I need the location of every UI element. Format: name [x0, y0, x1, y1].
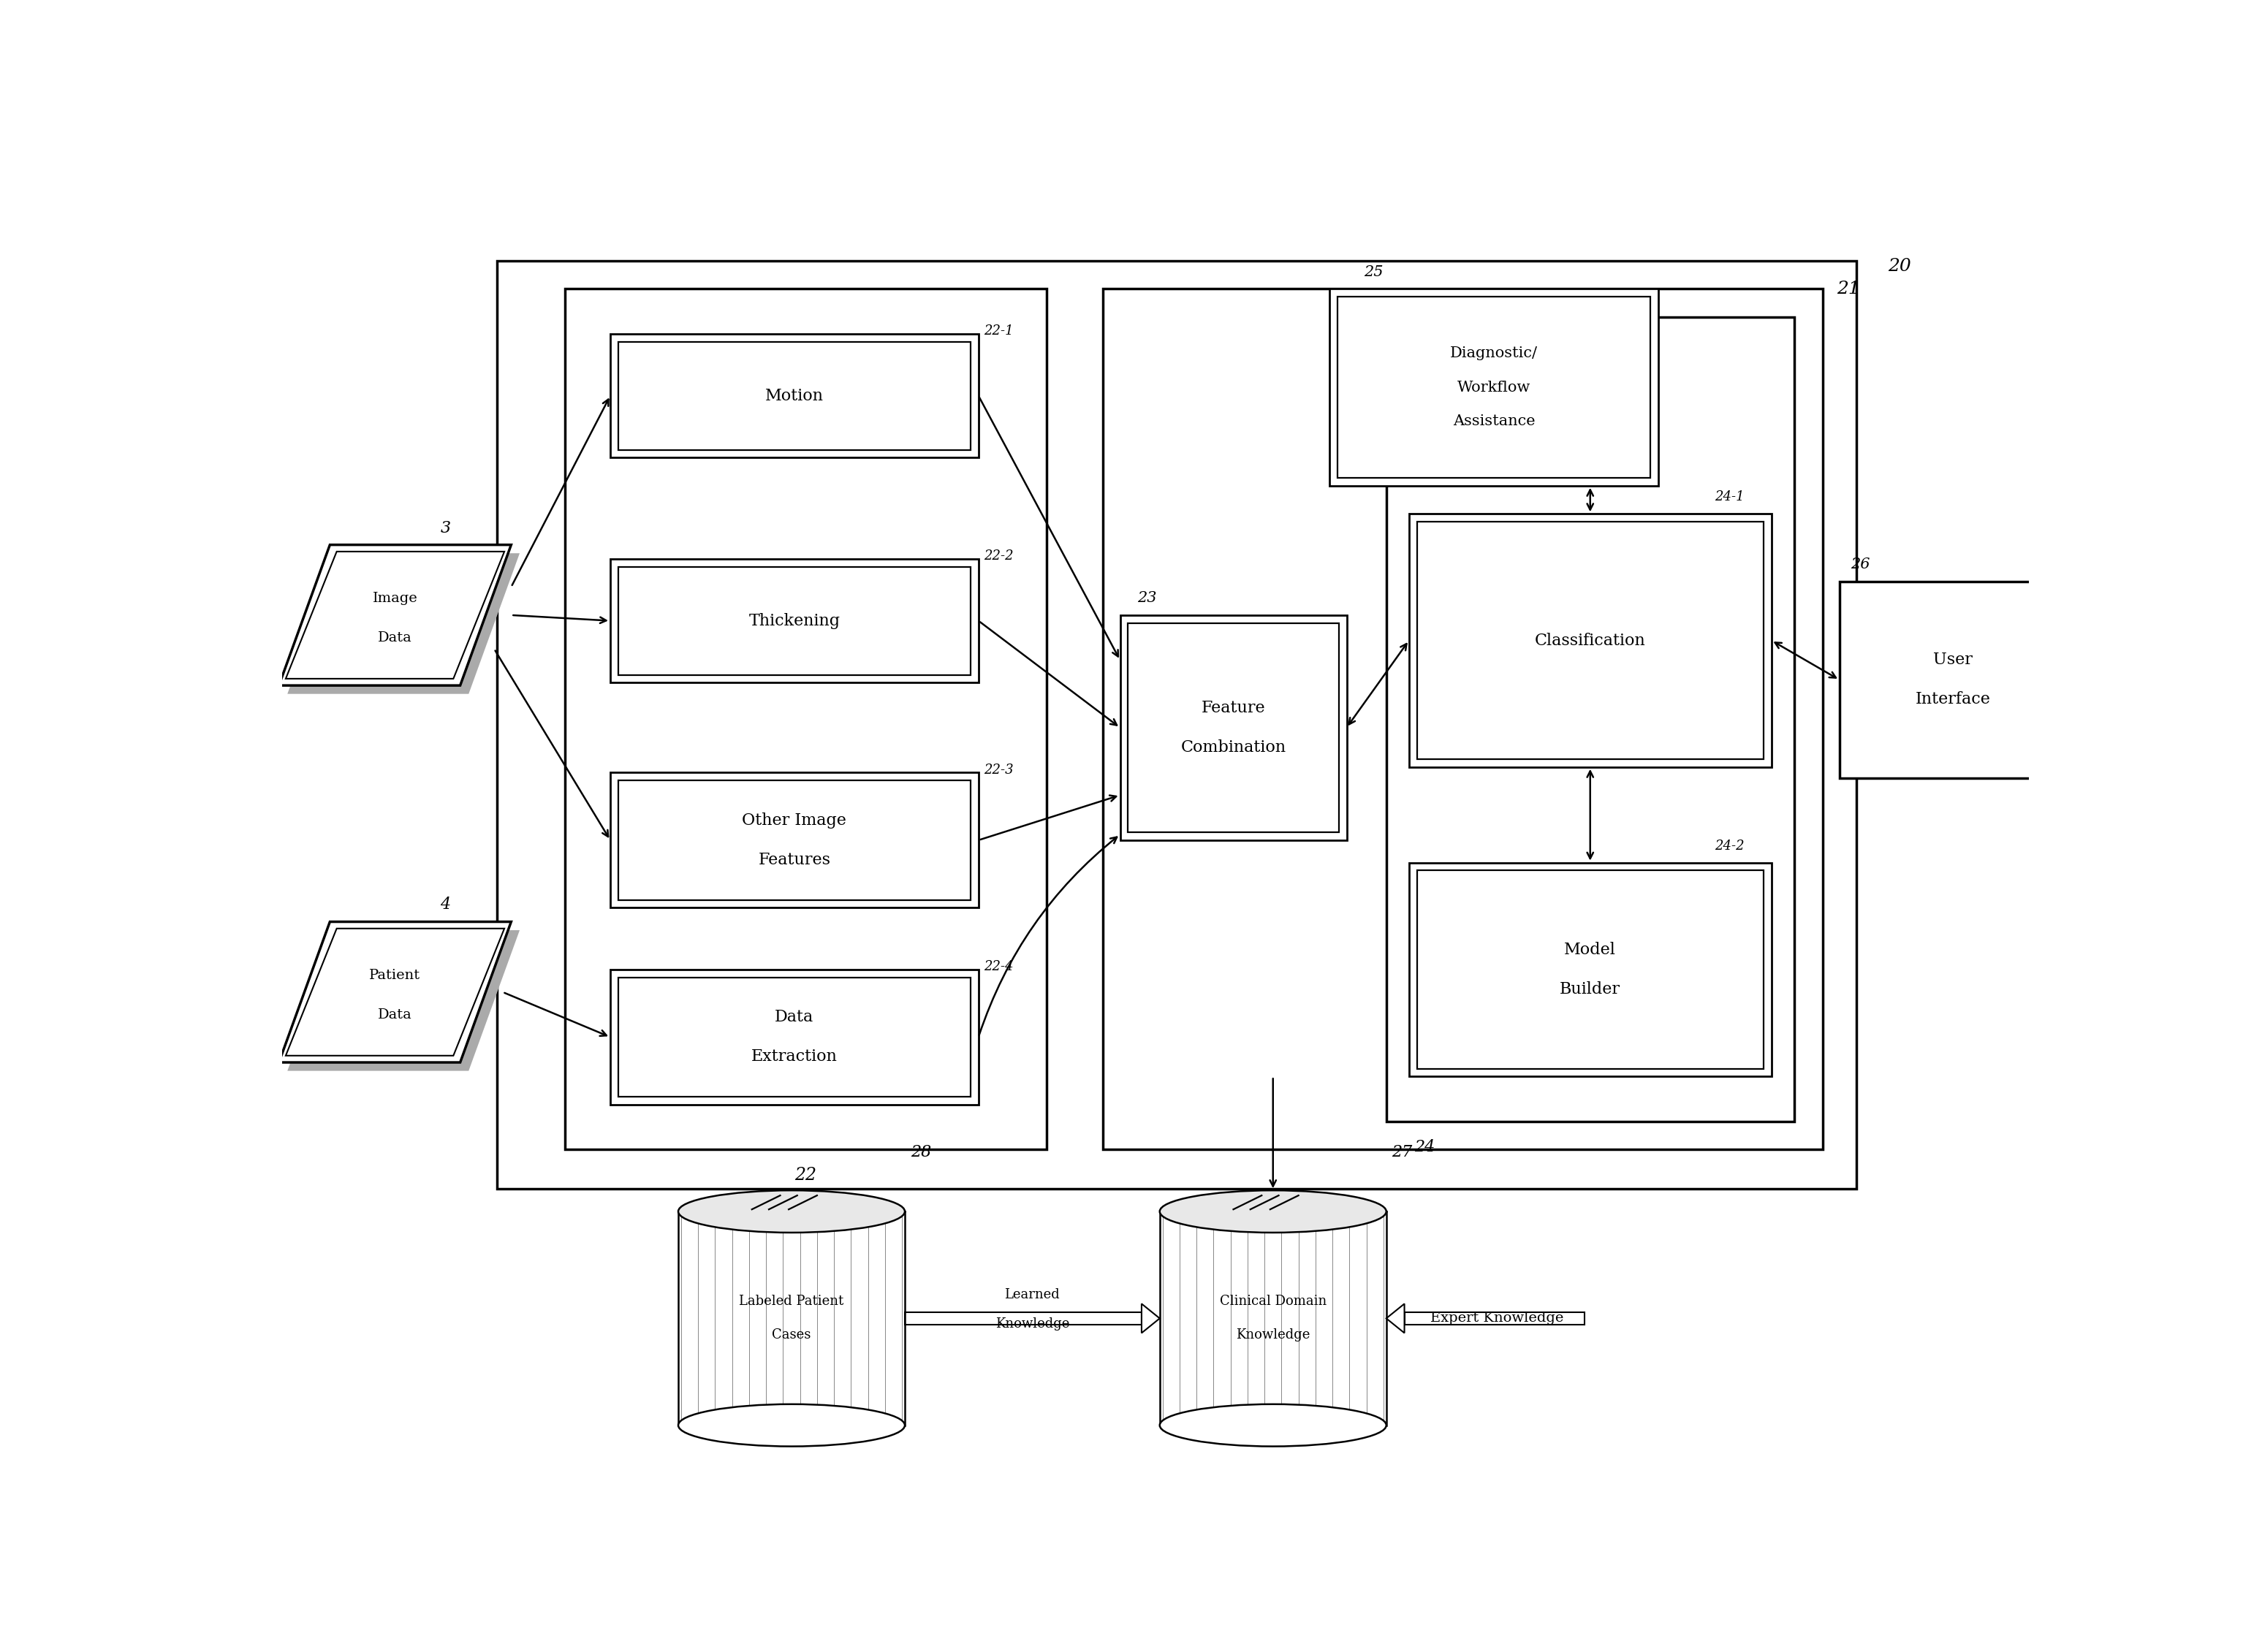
Text: 25: 25 [1364, 264, 1384, 279]
Text: Learned: Learned [1005, 1289, 1059, 1302]
Text: Knowledge: Knowledge [996, 1317, 1068, 1330]
Text: 22: 22 [796, 1166, 816, 1183]
Text: 4: 4 [440, 897, 451, 914]
Text: 24: 24 [1416, 1138, 1436, 1155]
Text: Model: Model [1564, 942, 1616, 958]
Bar [618, 567, 971, 674]
Text: Data: Data [379, 1008, 412, 1021]
Bar [678, 1211, 904, 1426]
Text: 21: 21 [1837, 281, 1860, 297]
Text: Knowledge: Knowledge [1235, 1328, 1310, 1341]
Text: 24-1: 24-1 [1715, 491, 1745, 504]
Bar [1409, 514, 1772, 767]
Bar [1127, 623, 1339, 833]
Polygon shape [289, 553, 521, 694]
Bar [611, 970, 978, 1105]
Text: 26: 26 [1851, 558, 1871, 572]
Bar [618, 978, 971, 1097]
Text: Data: Data [379, 631, 412, 644]
Bar [1102, 289, 1823, 1150]
Bar [1337, 297, 1650, 477]
Text: Other Image: Other Image [742, 813, 848, 829]
Text: Workflow: Workflow [1458, 380, 1530, 395]
Bar [1330, 289, 1659, 486]
Polygon shape [279, 922, 512, 1062]
Text: 22-1: 22-1 [985, 324, 1014, 337]
Bar [1839, 582, 2067, 778]
Bar [618, 342, 971, 449]
Text: Builder: Builder [1560, 981, 1621, 998]
Text: Patient: Patient [370, 968, 421, 981]
Bar [1409, 862, 1772, 1077]
Bar [1404, 1312, 1585, 1325]
Text: 23: 23 [1136, 591, 1156, 605]
Ellipse shape [1161, 1191, 1386, 1232]
Bar [618, 780, 971, 900]
Bar [1120, 615, 1346, 841]
Bar [1161, 1211, 1386, 1426]
Polygon shape [286, 928, 505, 1056]
Text: Interface: Interface [1916, 692, 1990, 707]
Polygon shape [279, 545, 512, 686]
Text: Clinical Domain: Clinical Domain [1219, 1295, 1325, 1308]
Text: 20: 20 [1887, 258, 1911, 274]
Text: Image: Image [372, 591, 417, 605]
Text: Feature: Feature [1201, 700, 1264, 715]
Ellipse shape [678, 1404, 904, 1447]
Ellipse shape [678, 1191, 904, 1232]
Text: 28: 28 [911, 1145, 931, 1160]
Bar [1386, 317, 1794, 1122]
Text: Expert Knowledge: Expert Knowledge [1429, 1312, 1564, 1325]
Polygon shape [289, 930, 521, 1070]
Bar [1418, 522, 1763, 760]
Bar [611, 558, 978, 682]
Text: 3: 3 [440, 520, 451, 535]
Text: Motion: Motion [764, 388, 823, 403]
Text: Features: Features [757, 852, 829, 867]
Bar [496, 261, 1857, 1189]
Text: 22-2: 22-2 [985, 550, 1014, 563]
Text: Assistance: Assistance [1454, 415, 1535, 428]
Bar [904, 1312, 1141, 1325]
Text: Extraction: Extraction [751, 1049, 838, 1066]
Text: Classification: Classification [1535, 633, 1645, 649]
Text: 22-3: 22-3 [985, 763, 1014, 776]
Text: User: User [1934, 653, 1972, 667]
Text: 24-2: 24-2 [1715, 839, 1745, 852]
Polygon shape [286, 552, 505, 679]
Text: 22-4: 22-4 [985, 960, 1014, 973]
Polygon shape [1141, 1303, 1161, 1333]
Bar [611, 773, 978, 907]
Bar [566, 289, 1046, 1150]
Text: Cases: Cases [773, 1328, 811, 1341]
Bar [1418, 871, 1763, 1069]
Text: 27: 27 [1393, 1145, 1413, 1160]
Text: Data: Data [775, 1009, 814, 1026]
Text: Combination: Combination [1181, 740, 1287, 755]
Text: Thickening: Thickening [748, 613, 841, 629]
Bar [611, 334, 978, 458]
Ellipse shape [1161, 1404, 1386, 1447]
Text: Diagnostic/: Diagnostic/ [1449, 347, 1537, 360]
Polygon shape [1386, 1303, 1404, 1333]
Text: Labeled Patient: Labeled Patient [739, 1295, 843, 1308]
